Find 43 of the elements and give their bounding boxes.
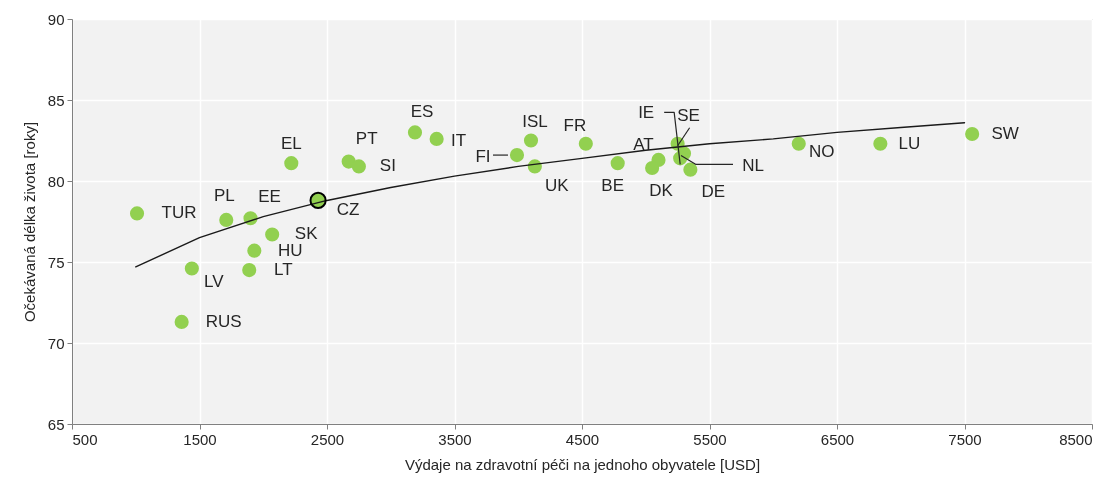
annotation: SE xyxy=(677,105,700,125)
x-tick-label: 3500 xyxy=(438,430,472,448)
y-tick-label: 70 xyxy=(47,334,65,352)
annotation: PL xyxy=(213,185,235,205)
annotation: IE xyxy=(638,103,655,123)
x-tick-label: 1500 xyxy=(183,430,217,448)
annotation: DE xyxy=(701,181,726,201)
y-tick-label: 75 xyxy=(47,253,65,271)
annotation: BE xyxy=(601,176,625,196)
annotation: DK xyxy=(649,181,674,201)
annotation: FR xyxy=(563,115,587,135)
x-tick-label: 7500 xyxy=(948,430,982,448)
annotation: SI xyxy=(379,156,396,176)
annotation: NO xyxy=(809,141,835,161)
annotation: LU xyxy=(898,133,921,153)
annotation: RUS xyxy=(205,311,242,331)
annotation: PT xyxy=(355,128,378,148)
x-tick-label: 2500 xyxy=(310,430,345,448)
annotation: ES xyxy=(410,102,434,122)
x-tick-label: 8500 xyxy=(1059,430,1093,448)
y-tick-label: 90 xyxy=(47,10,65,28)
annotation: LV xyxy=(204,272,225,292)
annotation: LT xyxy=(273,260,293,280)
annotation: ISL xyxy=(522,111,548,131)
x-tick-label: 5500 xyxy=(693,430,727,448)
x-tick-label: 500 xyxy=(72,430,98,448)
annotation: CZ xyxy=(336,200,360,220)
x-tick-label: 6500 xyxy=(820,430,855,448)
annotation: UK xyxy=(545,176,570,196)
annotation: EL xyxy=(280,134,302,154)
annotation: FI xyxy=(475,147,491,167)
x-axis-title: Výdaje na zdravotní péči na jednoho obyvatele [USD] xyxy=(404,455,761,473)
annotation: IT xyxy=(451,130,467,150)
y-axis-title: Očekávaná délka života [roky] xyxy=(20,121,38,323)
x-tick-label: 4500 xyxy=(565,430,600,448)
annotation: SW xyxy=(991,124,1019,144)
annotation: EE xyxy=(258,187,281,207)
annotation: NL xyxy=(742,156,764,176)
annotation: AT xyxy=(633,134,654,154)
y-tick-label: 85 xyxy=(47,91,65,109)
annotation: TUR xyxy=(161,203,197,223)
y-tick-label: 65 xyxy=(47,415,65,433)
y-tick-label: 80 xyxy=(47,172,65,190)
